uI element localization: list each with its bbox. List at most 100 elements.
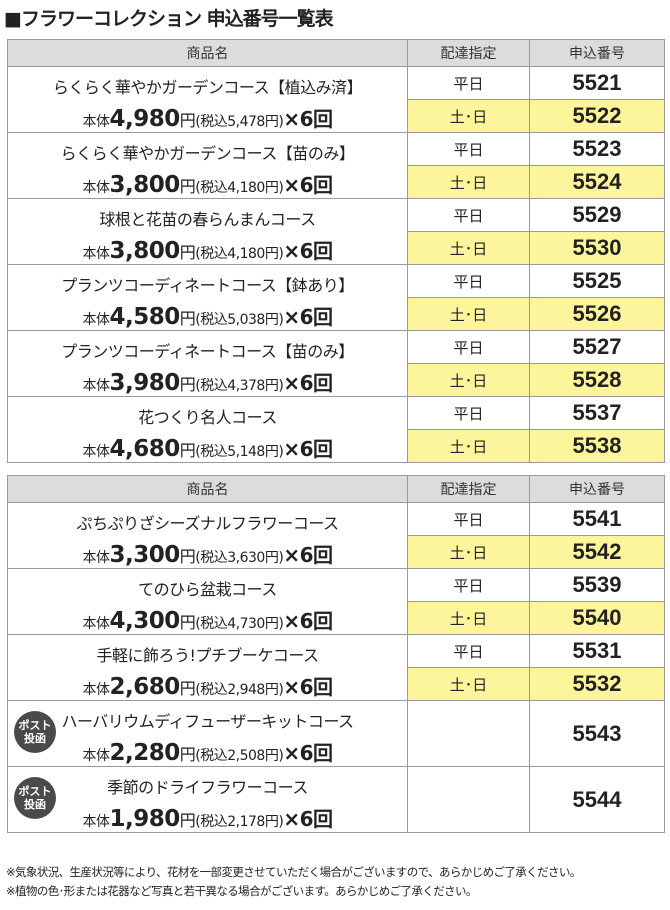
delivery-empty: [407, 700, 530, 767]
table-row: 球根と花苗の春らんまんコース 本体3,800円(税込4,180円)×6回 平日 …: [7, 198, 665, 265]
order-number-weekday: 5539: [529, 568, 665, 602]
order-number-weekday: 5541: [529, 502, 665, 536]
table-row: 土･日 5526: [8, 297, 665, 331]
price-label: 本体: [82, 550, 111, 566]
yen-unit: 円: [179, 811, 196, 830]
product-cell: 花つくり名人コース 本体4,680円(税込5,148円)×6回: [7, 396, 408, 463]
table-row: ぷちぷりざシーズナルフラワーコース 本体3,300円(税込3,630円)×6回 …: [7, 502, 665, 569]
tax-open: (税込: [195, 550, 228, 566]
product-cell: 手軽に飾ろう!プチブーケコース 本体2,680円(税込2,948円)×6回: [7, 634, 408, 701]
table-row: プランツコーディネートコース【苗のみ】 本体3,980円(税込4,378円)×6…: [7, 330, 665, 397]
tax-close: 円): [264, 378, 284, 394]
order-number-weekend: 5532: [529, 667, 665, 701]
header-product-name: 商品名: [7, 39, 408, 67]
header-delivery: 配達指定: [407, 39, 530, 67]
yen-unit: 円: [179, 613, 196, 632]
order-table-1: 商品名 配達指定 申込番号 らくらく華やかガーデンコース【植込み済】 本体4,9…: [7, 39, 665, 463]
order-table-2: 商品名 配達指定 申込番号 ぷちぷりざシーズナルフラワーコース 本体3,300円…: [7, 475, 665, 833]
order-number-weekday: 5537: [529, 396, 665, 430]
table-row: 土･日 5540: [8, 601, 665, 635]
tax-close: 円): [264, 814, 284, 830]
price-line: 本体4,580円(税込5,038円)×6回: [8, 301, 407, 330]
product-cell: らくらく華やかガーデンコース【植込み済】 本体4,980円(税込5,478円)×…: [7, 66, 408, 133]
product-name: 手軽に飾ろう!プチブーケコース: [96, 646, 319, 665]
price-line: 本体3,800円(税込4,180円)×6回: [8, 169, 407, 198]
table-row: 花つくり名人コース 本体4,680円(税込5,148円)×6回 平日 5537: [7, 396, 665, 463]
note-line: ※植物の色･形または花器など写真と若干異なる場合がございます。あらかじめご了承く…: [6, 884, 477, 898]
delivery-weekend: 土･日: [407, 99, 530, 133]
tax-close: 円): [264, 246, 284, 262]
times-count: ×6回: [283, 741, 333, 765]
product-cell: ぷちぷりざシーズナルフラワーコース 本体3,300円(税込3,630円)×6回: [7, 502, 408, 569]
table-row: らくらく華やかガーデンコース【苗のみ】 本体3,800円(税込4,180円)×6…: [7, 132, 665, 199]
base-price: 3,980: [109, 370, 181, 396]
delivery-weekend: 土･日: [407, 535, 530, 569]
times-count: ×6回: [283, 173, 333, 197]
order-number-weekend: 5538: [529, 429, 665, 463]
delivery-weekend: 土･日: [407, 601, 530, 635]
times-count: ×6回: [283, 239, 333, 263]
tax-price: 4,378: [227, 378, 265, 394]
times-count: ×6回: [283, 609, 333, 633]
delivery-weekend: 土･日: [407, 363, 530, 397]
times-count: ×6回: [283, 543, 333, 567]
delivery-weekend: 土･日: [407, 165, 530, 199]
tax-open: (税込: [195, 814, 228, 830]
product-cell: プランツコーディネートコース【鉢あり】 本体4,580円(税込5,038円)×6…: [7, 264, 408, 331]
order-number-weekend: 5542: [529, 535, 665, 569]
order-number: 5544: [529, 766, 665, 833]
order-number-weekday: 5523: [529, 132, 665, 166]
table-row: ポスト 投函 ハーバリウムディフューザーキットコース 本体2,280円(税込2,…: [7, 700, 665, 767]
tax-price: 2,508: [227, 748, 265, 764]
yen-unit: 円: [179, 177, 196, 196]
delivery-weekday: 平日: [407, 66, 530, 100]
price-label: 本体: [82, 748, 111, 764]
product-name: 球根と花苗の春らんまんコース: [99, 210, 316, 229]
order-number-weekend: 5526: [529, 297, 665, 331]
order-number-weekend: 5522: [529, 99, 665, 133]
base-price: 4,300: [109, 608, 181, 634]
table-row: プランツコーディネートコース【鉢あり】 本体4,580円(税込5,038円)×6…: [7, 264, 665, 331]
header-delivery: 配達指定: [407, 475, 530, 503]
header-order-number: 申込番号: [529, 39, 665, 67]
table-row: 土･日 5532: [8, 667, 665, 701]
base-price: 3,300: [109, 542, 181, 568]
tax-price: 5,148: [227, 444, 265, 460]
yen-unit: 円: [179, 547, 196, 566]
note-line: ※気象状況、生産状況等により、花材を一部変更させていただく場合がございますので、…: [6, 865, 581, 879]
order-number: 5543: [529, 700, 665, 767]
yen-unit: 円: [179, 111, 196, 130]
notes: ※気象状況、生産状況等により、花材を一部変更させていただく場合がございますので、…: [6, 863, 581, 901]
price-label: 本体: [82, 378, 111, 394]
price-label: 本体: [82, 246, 111, 262]
price-label: 本体: [82, 180, 111, 196]
yen-unit: 円: [179, 309, 196, 328]
product-name: プランツコーディネートコース【苗のみ】: [61, 342, 354, 361]
price-line: 本体4,980円(税込5,478円)×6回: [8, 103, 407, 132]
tax-price: 4,180: [227, 246, 265, 262]
product-name: ぷちぷりざシーズナルフラワーコース: [76, 514, 339, 533]
yen-unit: 円: [179, 375, 196, 394]
product-cell: プランツコーディネートコース【苗のみ】 本体3,980円(税込4,378円)×6…: [7, 330, 408, 397]
times-count: ×6回: [283, 807, 333, 831]
product-name: プランツコーディネートコース【鉢あり】: [61, 276, 354, 295]
order-number-weekday: 5529: [529, 198, 665, 232]
delivery-weekday: 平日: [407, 396, 530, 430]
delivery-weekend: 土･日: [407, 297, 530, 331]
post-delivery-badge: ポスト 投函: [14, 711, 56, 753]
order-number-weekend: 5528: [529, 363, 665, 397]
table-row: 土･日 5528: [8, 363, 665, 397]
order-number-weekday: 5525: [529, 264, 665, 298]
tax-price: 5,038: [227, 312, 265, 328]
product-name: ハーバリウムディフューザーキットコース: [61, 712, 354, 731]
price-line: 本体3,300円(税込3,630円)×6回: [8, 539, 407, 568]
badge-text: ポスト: [18, 719, 52, 732]
price-label: 本体: [82, 616, 111, 632]
times-count: ×6回: [283, 437, 333, 461]
delivery-weekend: 土･日: [407, 231, 530, 265]
yen-unit: 円: [179, 441, 196, 460]
product-name: 花つくり名人コース: [138, 408, 277, 427]
tax-open: (税込: [195, 378, 228, 394]
price-line: 本体4,300円(税込4,730円)×6回: [8, 605, 407, 634]
tax-open: (税込: [195, 444, 228, 460]
